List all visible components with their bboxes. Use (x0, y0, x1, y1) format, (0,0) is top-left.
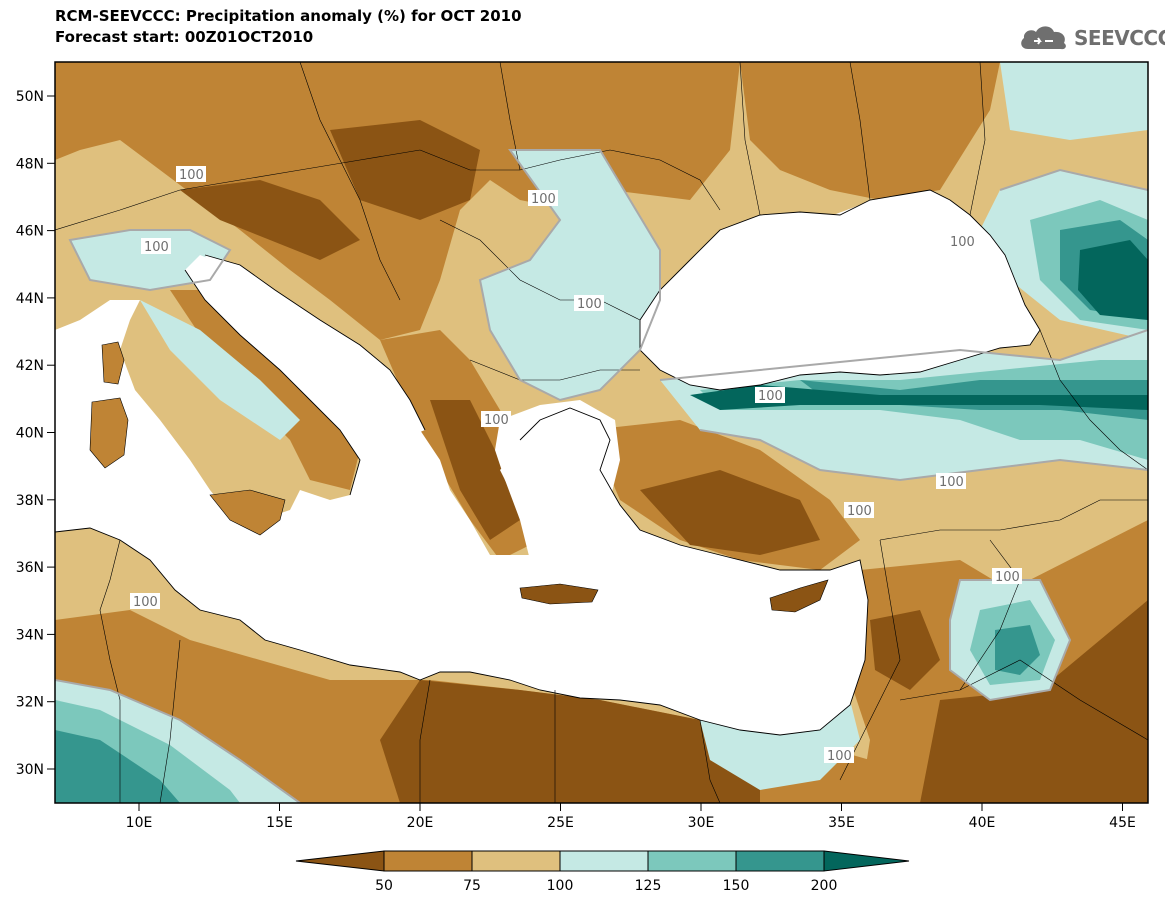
lat-tick-label: 48N (16, 156, 44, 172)
sea-black (640, 190, 1040, 390)
contour-label-text: 100 (758, 389, 783, 404)
colorbar-label: 125 (635, 878, 662, 894)
lat-tick-label: 34N (16, 627, 44, 643)
field-adriatic-wet (140, 300, 300, 440)
island-sicily (209, 489, 286, 536)
lat-tick-label: 30N (16, 762, 44, 778)
colorbar-label: 150 (723, 878, 750, 894)
contour-label-text: 100 (847, 504, 872, 519)
colorbar-low-arrow (295, 850, 385, 872)
field-arabia-core (920, 600, 1148, 803)
contour-label: 100 (936, 473, 966, 490)
island-corsica (101, 341, 125, 385)
field-libya-core (380, 680, 760, 803)
field-anatolia-core (640, 470, 820, 555)
country-borders (55, 62, 1148, 803)
contour-label-text: 100 (144, 240, 169, 255)
lon-tick-label: 15E (266, 815, 293, 831)
field-greece-core (430, 400, 520, 540)
contour-label: 100 (844, 502, 874, 519)
colorbar-label: 100 (547, 878, 574, 894)
lat-tick-label: 36N (16, 560, 44, 576)
longitude-axis: 10E 15E 20E 25E 30E 35E 40E 45E (126, 803, 1136, 831)
contour-100-lines (55, 149, 1148, 803)
lon-tick-label: 30E (688, 815, 715, 831)
contour-label-text: 100 (179, 168, 204, 183)
title-line-1: RCM-SEEVCCC: Precipitation anomaly (%) f… (55, 7, 522, 25)
island-crete (519, 583, 599, 605)
colorbar-box (735, 850, 825, 872)
lat-tick-label: 44N (16, 291, 44, 307)
map-field (55, 62, 1148, 803)
contour-labels: 100 100 100 100 100 100 100 100 100 100 … (130, 166, 1022, 764)
field-caucasus-darkest (1078, 240, 1148, 320)
colorbar-label: 75 (463, 878, 481, 894)
latitude-axis: 50N 48N 46N 44N 42N 40N 38N 36N 34N 32N 30N (16, 89, 55, 778)
sea-mediterranean (55, 255, 868, 735)
colorbar-box (471, 850, 561, 872)
contour-label: 100 (130, 593, 160, 610)
contour-label: 100 (141, 238, 171, 255)
field-jordan-core (870, 610, 940, 690)
sea-aegean (495, 400, 625, 570)
colorbar: 50 75 100 125 150 200 (295, 850, 910, 894)
contour-label-text: 100 (484, 413, 509, 428)
lon-tick-label: 35E (828, 815, 855, 831)
sea-adriatic (205, 255, 425, 440)
lat-tick-label: 42N (16, 358, 44, 374)
map-title: RCM-SEEVCCC: Precipitation anomaly (%) f… (55, 6, 522, 48)
contour-label: 100 (528, 190, 558, 207)
contour-label: 100 (947, 233, 977, 250)
contour-label-text: 100 (531, 192, 556, 207)
title-line-2: Forecast start: 00Z01OCT2010 (55, 28, 314, 46)
field-tunisia-dark (55, 730, 180, 803)
colorbar-high-arrow (823, 850, 910, 872)
contour-label: 100 (992, 568, 1022, 585)
colorbar-label: 50 (375, 878, 393, 894)
lat-tick-label: 32N (16, 695, 44, 711)
lon-tick-label: 45E (1109, 815, 1136, 831)
contour-label-text: 100 (939, 475, 964, 490)
lon-tick-label: 25E (547, 815, 574, 831)
colorbar-box (647, 850, 737, 872)
contour-label-text: 100 (950, 235, 975, 250)
contour-label-text: 100 (133, 595, 158, 610)
colorbar-box (559, 850, 649, 872)
lat-tick-label: 40N (16, 426, 44, 442)
contour-label-text: 100 (995, 570, 1020, 585)
contour-label: 100 (176, 166, 206, 183)
contour-label: 100 (481, 411, 511, 428)
island-cyprus (769, 579, 829, 613)
field-pontic-darkest (690, 385, 1148, 410)
field-east-europe-dry (740, 62, 1000, 200)
colorbar-label: 200 (811, 878, 838, 894)
cloud-icon (1021, 26, 1066, 50)
field-pannonia-core (330, 120, 480, 220)
field-alps-core (180, 180, 360, 260)
sea-azov (820, 200, 930, 250)
contour-label-text: 100 (577, 297, 602, 312)
field-ukraine-wet (1000, 62, 1148, 140)
lon-tick-label: 10E (126, 815, 153, 831)
contour-label: 100 (824, 747, 854, 764)
contour-label-text: 100 (827, 749, 852, 764)
lat-tick-label: 46N (16, 224, 44, 240)
island-sardinia (89, 397, 129, 469)
logo-text: SEEVCCC (1074, 26, 1165, 50)
seevccc-logo: SEEVCCC (1018, 20, 1165, 56)
colorbar-box (383, 850, 473, 872)
lat-tick-label: 50N (16, 89, 44, 105)
field-carpathian-wet (480, 150, 660, 400)
lon-tick-label: 20E (407, 815, 434, 831)
field-syria-dark (995, 625, 1040, 675)
contour-label: 100 (755, 387, 785, 404)
lat-tick-label: 38N (16, 493, 44, 509)
contour-label: 100 (574, 295, 604, 312)
lon-tick-label: 40E (969, 815, 996, 831)
